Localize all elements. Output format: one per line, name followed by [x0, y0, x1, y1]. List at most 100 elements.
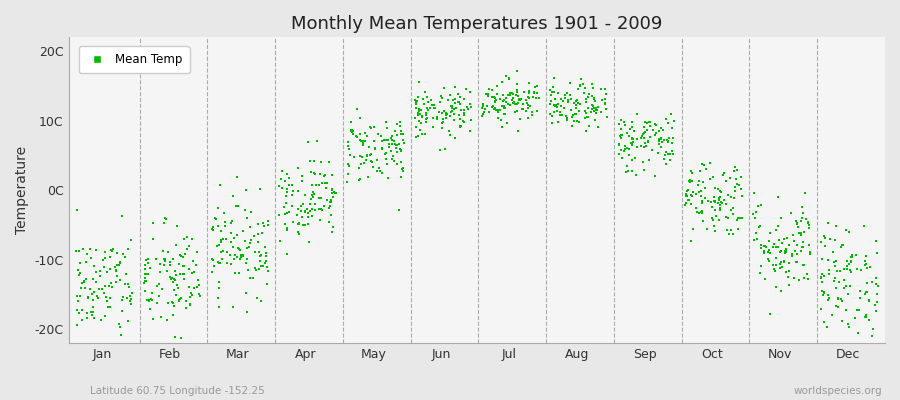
Point [391, 149, 405, 155]
Point [457, 95, 472, 102]
Point [206, 224, 220, 230]
Point [579, 99, 593, 105]
Point [118, 254, 132, 260]
Point [154, 314, 168, 320]
Point [152, 269, 166, 276]
Point [456, 107, 471, 113]
Point [282, 175, 296, 182]
Point [579, 96, 593, 102]
Point [711, 186, 725, 192]
Point [661, 120, 675, 126]
Point [84, 309, 98, 315]
Point [510, 127, 525, 134]
Point [427, 123, 441, 130]
Point [284, 192, 299, 198]
Point [725, 205, 740, 212]
Point [76, 246, 91, 252]
Point [580, 104, 595, 111]
Point [252, 248, 266, 255]
Point [696, 198, 710, 204]
Y-axis label: Temperature: Temperature [15, 146, 29, 234]
Point [285, 218, 300, 225]
Point [377, 136, 392, 143]
Point [594, 96, 608, 103]
Point [579, 110, 593, 116]
Point [356, 140, 371, 146]
Point [588, 117, 602, 124]
Point [630, 111, 644, 118]
Point [256, 220, 270, 226]
Point [696, 178, 710, 185]
Point [659, 116, 673, 122]
Point [544, 98, 558, 104]
Point [280, 225, 294, 231]
Point [842, 324, 857, 330]
Point [170, 282, 184, 288]
Point [291, 206, 305, 212]
Point [497, 105, 511, 111]
Point [439, 115, 454, 122]
Point [158, 258, 173, 264]
Point [582, 90, 597, 97]
Point [145, 297, 159, 303]
Point [689, 204, 704, 211]
Point [244, 237, 258, 243]
Point [490, 83, 504, 90]
Point [829, 223, 843, 230]
Point [794, 230, 808, 236]
Point [624, 140, 638, 146]
Point [176, 254, 191, 260]
Point [621, 168, 635, 174]
Point [759, 243, 773, 250]
Point [778, 249, 792, 256]
Point [643, 123, 657, 129]
Point [158, 255, 172, 262]
Point [707, 184, 722, 191]
Point [781, 281, 796, 288]
Point [343, 152, 357, 158]
Point [225, 218, 239, 224]
Point [778, 249, 793, 256]
Point [360, 152, 374, 159]
Point [779, 268, 794, 275]
Point [184, 290, 198, 296]
Point [138, 270, 152, 277]
Point [443, 113, 457, 119]
Point [284, 202, 299, 209]
Point [234, 254, 248, 260]
Point [204, 255, 219, 262]
Legend: Mean Temp: Mean Temp [78, 46, 190, 74]
Point [509, 68, 524, 75]
Point [689, 208, 704, 215]
Point [388, 128, 402, 134]
Point [355, 154, 369, 160]
Point [344, 128, 358, 134]
Point [139, 257, 153, 264]
Point [368, 146, 382, 152]
Point [444, 103, 458, 110]
Point [684, 168, 698, 175]
Point [814, 238, 828, 245]
Point [692, 189, 706, 196]
Point [771, 244, 786, 250]
Point [828, 274, 842, 281]
Point [311, 182, 326, 189]
Point [112, 262, 126, 268]
Point [460, 104, 474, 110]
Point [774, 248, 788, 254]
Point [848, 315, 862, 321]
Point [544, 120, 559, 126]
Point [502, 90, 517, 96]
Point [279, 251, 293, 257]
Point [83, 246, 97, 252]
Point [661, 137, 675, 144]
Point [507, 99, 521, 105]
Point [822, 267, 836, 273]
Point [770, 244, 784, 250]
Point [71, 248, 86, 254]
Point [146, 236, 160, 242]
Point [111, 272, 125, 279]
Point [735, 215, 750, 222]
Point [392, 206, 406, 213]
Point [686, 189, 700, 196]
